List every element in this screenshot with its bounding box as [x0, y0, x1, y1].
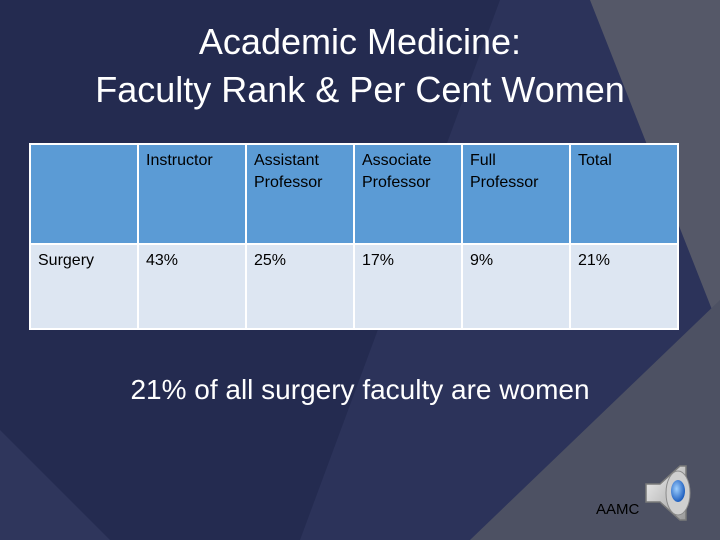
header-cell-instructor: Instructor [137, 143, 247, 245]
header-cell-total: Total [569, 143, 679, 245]
header-cell-assistant-professor: Assistant Professor [245, 143, 355, 245]
source-credit: AAMC [596, 501, 640, 518]
table-header-row: Instructor Assistant Professor Associate… [29, 143, 679, 245]
cell-assistant-value: 25% [245, 243, 355, 330]
cell-total-value: 21% [569, 243, 679, 330]
title-line-1: Academic Medicine: [198, 21, 522, 62]
faculty-rank-table: Instructor Assistant Professor Associate… [29, 143, 679, 330]
speaker-icon[interactable] [640, 460, 710, 526]
slide-title: Academic Medicine: Faculty Rank & Per Ce… [0, 18, 720, 114]
header-cell-blank [29, 143, 139, 245]
header-cell-full-professor: Full Professor [461, 143, 571, 245]
title-line-2: Faculty Rank & Per Cent Women [95, 69, 625, 110]
table-row: Surgery 43% 25% 17% 9% 21% [29, 243, 679, 330]
row-label-surgery: Surgery [29, 243, 139, 330]
slide-caption: 21% of all surgery faculty are women [130, 374, 590, 405]
cell-full-value: 9% [461, 243, 571, 330]
header-cell-associate-professor: Associate Professor [353, 143, 463, 245]
cell-associate-value: 17% [353, 243, 463, 330]
cell-instructor-value: 43% [137, 243, 247, 330]
